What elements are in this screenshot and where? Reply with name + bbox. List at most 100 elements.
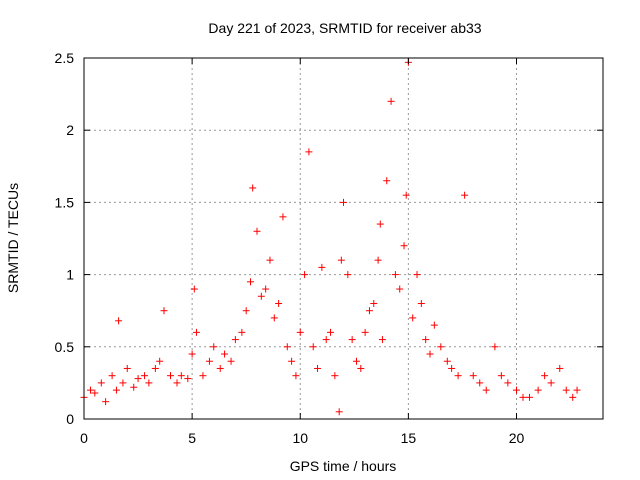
x-tick-label: 0 — [80, 430, 88, 446]
data-point — [205, 357, 213, 365]
data-point — [242, 307, 250, 315]
data-point — [534, 386, 542, 394]
y-axis-label: SRMTID / TECUs — [5, 183, 21, 293]
data-points — [80, 58, 581, 416]
data-point — [173, 379, 181, 387]
data-point — [184, 375, 192, 383]
data-point — [391, 271, 399, 279]
data-point — [448, 364, 456, 372]
data-point — [309, 343, 317, 351]
data-point — [270, 314, 278, 322]
data-point — [188, 350, 196, 358]
data-point — [199, 372, 207, 380]
data-point — [145, 379, 153, 387]
data-point — [357, 364, 365, 372]
data-point — [378, 336, 386, 344]
data-point — [370, 299, 378, 307]
data-point — [525, 393, 533, 401]
data-point — [190, 285, 198, 293]
x-tick-label: 5 — [188, 430, 196, 446]
data-point — [296, 328, 304, 336]
data-point — [130, 383, 138, 391]
data-point — [266, 256, 274, 264]
data-point — [374, 256, 382, 264]
data-point — [400, 242, 408, 250]
data-point — [305, 148, 313, 156]
x-tick-label: 10 — [292, 430, 308, 446]
data-point — [141, 372, 149, 380]
data-point — [443, 357, 451, 365]
data-point — [454, 372, 462, 380]
data-point — [387, 97, 395, 105]
data-point — [340, 198, 347, 206]
data-point — [337, 256, 345, 264]
data-point — [497, 372, 505, 380]
data-point — [115, 317, 123, 325]
data-point — [422, 336, 430, 344]
x-tick-label: 15 — [401, 430, 417, 446]
data-point — [253, 227, 261, 235]
y-tick-label: 0.5 — [55, 339, 75, 355]
data-point — [134, 375, 142, 383]
data-point — [238, 328, 246, 336]
data-point — [348, 336, 356, 344]
data-point — [547, 379, 555, 387]
data-point — [331, 372, 339, 380]
data-point — [569, 393, 577, 401]
data-point — [288, 357, 296, 365]
x-axis-label: GPS time / hours — [290, 458, 397, 474]
data-point — [231, 336, 239, 344]
data-point — [556, 364, 564, 372]
data-point — [301, 271, 309, 279]
data-point — [504, 379, 512, 387]
data-point — [119, 379, 127, 387]
y-tick-label: 0 — [66, 411, 74, 427]
data-point — [322, 336, 330, 344]
data-point — [361, 328, 369, 336]
data-point — [275, 299, 283, 307]
data-point — [91, 389, 99, 397]
data-point — [216, 364, 224, 372]
data-point — [167, 372, 174, 380]
data-point — [249, 184, 257, 192]
axis-ticks: 0 5 10 15 20 0 0.5 1 1.5 2 2.5 — [55, 50, 603, 446]
data-point — [335, 408, 343, 416]
data-point — [177, 372, 185, 380]
data-point — [102, 398, 110, 406]
data-point — [192, 328, 200, 336]
data-point — [513, 386, 520, 394]
data-point — [491, 343, 499, 351]
data-point — [112, 386, 120, 394]
data-point — [108, 372, 116, 380]
grid — [84, 58, 603, 419]
data-point — [482, 386, 490, 394]
data-point — [247, 278, 255, 286]
data-point — [396, 285, 404, 293]
data-point — [227, 357, 235, 365]
data-point — [160, 307, 168, 315]
data-point — [292, 372, 300, 380]
y-tick-label: 1 — [66, 267, 74, 283]
data-point — [409, 314, 417, 322]
data-point — [541, 372, 549, 380]
data-point — [365, 307, 373, 315]
y-tick-label: 2.5 — [55, 50, 75, 66]
data-point — [221, 350, 229, 358]
data-point — [257, 292, 265, 300]
data-point — [417, 299, 425, 307]
plot-frame — [83, 57, 604, 420]
data-point — [426, 350, 434, 358]
y-tick-label: 2 — [66, 122, 74, 138]
data-point — [156, 357, 164, 365]
data-point — [430, 321, 438, 329]
x-tick-label: 20 — [509, 430, 525, 446]
data-point — [376, 220, 384, 228]
data-point — [318, 263, 326, 271]
data-point — [562, 386, 570, 394]
data-point — [86, 386, 94, 394]
data-point — [461, 191, 469, 199]
data-point — [402, 191, 410, 199]
data-point — [352, 357, 360, 365]
chart-title: Day 221 of 2023, SRMTID for receiver ab3… — [208, 20, 481, 36]
